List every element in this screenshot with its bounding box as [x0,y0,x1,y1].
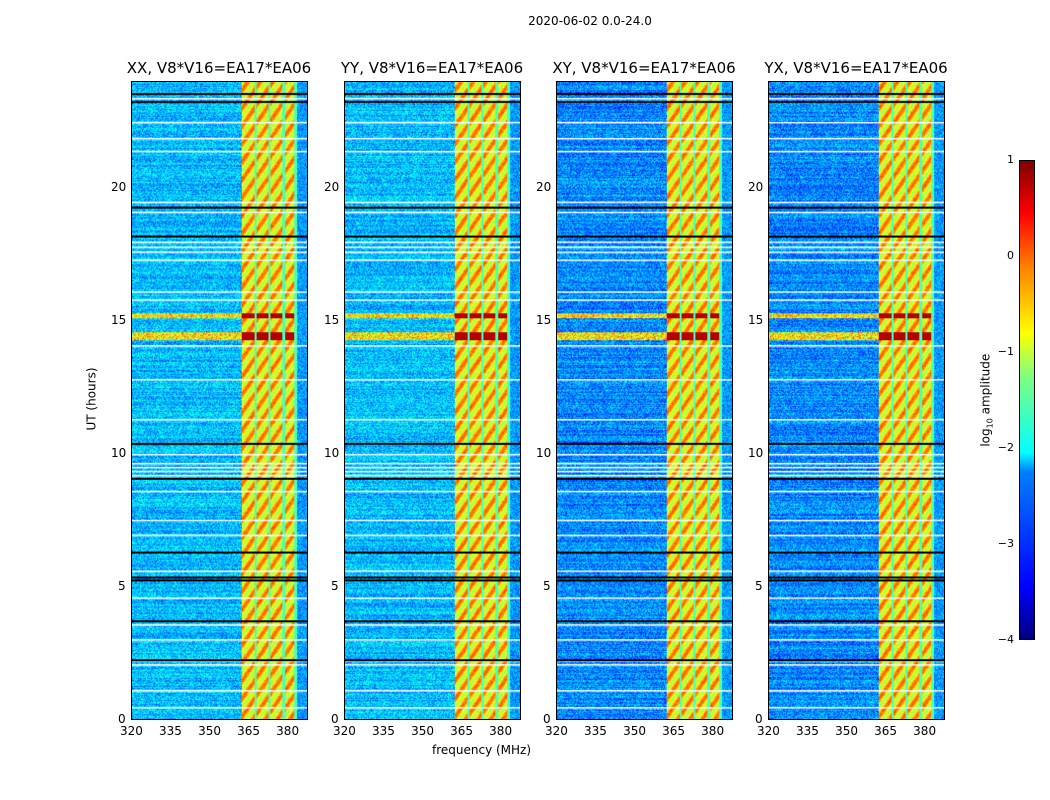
colorbar-tick-label: −2 [997,441,1014,454]
y-tick-label: 10 [111,445,127,460]
heatmap-image-0 [132,82,307,719]
y-tick-label: 0 [118,712,126,726]
heatmap-image-2 [557,82,732,719]
heatmap-panel-0 [131,81,308,720]
panel-title-0: XX, V8*V16=EA17*EA06 [126,59,312,77]
x-tick-label: 365 [450,724,474,738]
y-tick-label: 5 [543,578,551,593]
heatmap-panel-2 [556,81,733,720]
y-tick-label: 5 [755,578,763,593]
colorbar-tick-label: −3 [997,537,1014,550]
heatmap-image-3 [769,82,944,719]
y-tick-label: 20 [111,179,127,194]
heatmap-panel-3 [768,81,945,720]
y-tick-label: 20 [324,179,340,194]
panel-title-2: XY, V8*V16=EA17*EA06 [552,59,736,77]
colorbar-tick-label: 0 [1007,249,1014,262]
x-tick-label: 365 [662,724,686,738]
figure-title: 2020-06-02 0.0-24.0 [528,14,652,28]
x-tick-label: 380 [276,724,300,738]
y-tick-label: 15 [536,312,552,327]
y-tick-label: 10 [748,445,764,460]
y-tick-label: 15 [748,312,764,327]
x-tick-label: 335 [372,724,395,738]
heatmap-panel-1 [344,81,521,720]
x-tick-label: 365 [874,724,898,738]
x-tick-label: 365 [237,724,261,738]
panel-title-3: YX, V8*V16=EA17*EA06 [764,59,948,77]
y-tick-label: 5 [118,578,126,593]
x-tick-label: 350 [835,724,858,738]
heatmap-image-1 [345,82,520,719]
y-tick-label: 10 [536,445,552,460]
x-tick-label: 320 [120,724,143,738]
colorbar-label: log10 amplitude [978,353,995,447]
x-tick-label: 380 [701,724,725,738]
y-tick-label: 15 [111,312,127,327]
x-tick-label: 350 [411,724,434,738]
y-tick-label: 5 [331,578,339,593]
y-tick-label: 0 [543,712,551,726]
colorbar-tick-label: −1 [997,345,1014,358]
x-tick-label: 335 [796,724,819,738]
colorbar [1019,160,1035,640]
y-tick-label: 10 [324,445,340,460]
y-tick-label: 20 [536,179,552,194]
y-tick-label: 0 [755,712,763,726]
colorbar-tick-label: 1 [1007,153,1014,166]
y-tick-label: 15 [324,312,340,327]
x-tick-label: 380 [913,724,937,738]
colorbar-tick-label: −4 [997,633,1014,646]
y-tick-label: 0 [331,712,339,726]
panel-title-1: YY, V8*V16=EA17*EA06 [340,59,524,77]
x-tick-label: 380 [489,724,513,738]
x-tick-label: 335 [159,724,182,738]
x-tick-label: 320 [545,724,568,738]
x-tick-label: 320 [333,724,356,738]
x-axis-label: frequency (MHz) [432,743,532,757]
x-tick-label: 350 [198,724,221,738]
x-tick-label: 335 [584,724,607,738]
y-axis-label: UT (hours) [84,367,99,431]
x-tick-label: 320 [757,724,780,738]
y-tick-label: 20 [748,179,764,194]
x-tick-label: 350 [623,724,646,738]
